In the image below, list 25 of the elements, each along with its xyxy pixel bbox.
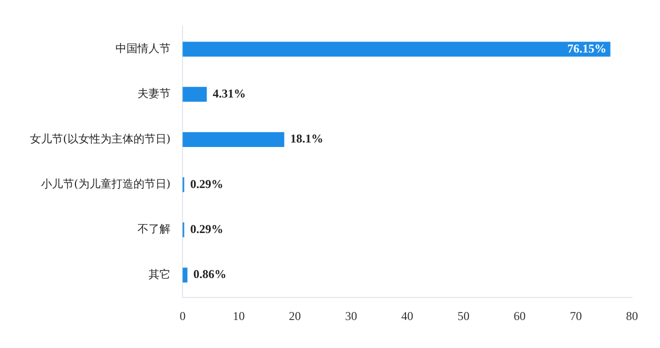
x-tick-label: 70 (570, 308, 582, 323)
bar (182, 86, 207, 102)
x-tick-label: 80 (626, 308, 638, 323)
y-tick-label: 中国情人节 (116, 42, 171, 56)
bar (182, 42, 610, 57)
data-label: 76.15% (567, 41, 606, 56)
x-tick-label: 40 (401, 308, 414, 323)
data-label: 18.1% (290, 132, 324, 146)
x-tick-label: 20 (288, 308, 301, 323)
x-tick-label: 50 (457, 308, 470, 323)
x-tick-label: 0 (180, 308, 186, 323)
data-label: 0.29% (190, 176, 224, 191)
bar (182, 132, 284, 147)
y-tick-label: 女儿节(以女性为主体的节日) (30, 132, 171, 146)
x-tick-label: 60 (514, 308, 526, 323)
x-tick-label: 10 (232, 308, 245, 323)
data-label: 4.31% (212, 86, 246, 100)
y-tick-label: 其它 (148, 268, 171, 281)
data-label: 0.29% (190, 222, 224, 236)
y-tick-label: 小儿节(为儿童打造的节日) (40, 178, 171, 191)
bar (182, 268, 188, 282)
y-tick-label: 不了解 (138, 222, 171, 236)
x-tick-label: 30 (345, 308, 358, 323)
data-label: 0.86% (193, 267, 226, 282)
y-tick-label: 夫妻节 (138, 87, 171, 100)
